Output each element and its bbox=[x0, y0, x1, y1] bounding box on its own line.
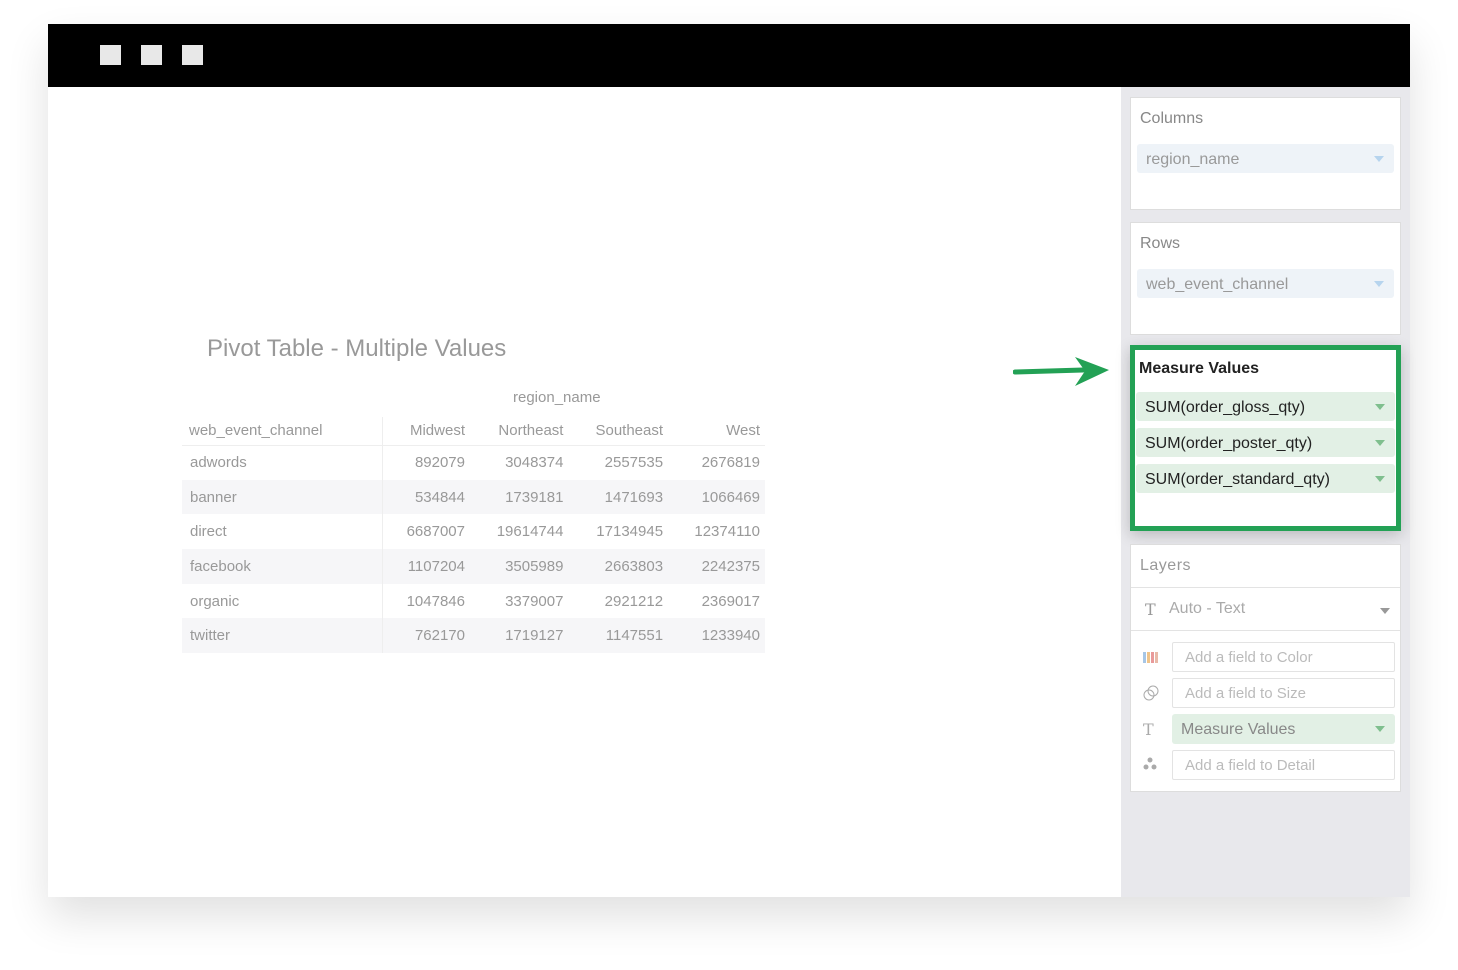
measure-pill[interactable]: SUM(order_poster_qty) bbox=[1136, 428, 1395, 457]
row-label: adwords bbox=[182, 445, 383, 480]
table-cell: 1739181 bbox=[470, 479, 569, 515]
table-cell: 2369017 bbox=[701, 592, 760, 610]
size-field-input[interactable]: Add a field to Size bbox=[1172, 678, 1395, 708]
table-cell: 2242375 bbox=[668, 549, 765, 584]
measure-pill[interactable]: SUM(order_standard_qty) bbox=[1136, 464, 1395, 493]
table-cell: 1471693 bbox=[568, 479, 669, 515]
table-cell: 1066469 bbox=[668, 479, 765, 515]
columns-field-pill[interactable]: region_name bbox=[1137, 144, 1394, 173]
table-cell: 1719127 bbox=[470, 618, 569, 654]
table-row: adwords 892079 3048374 2557535 2676819 bbox=[182, 445, 765, 480]
column-header: Midwest bbox=[382, 417, 470, 446]
layers-label: Layers bbox=[1140, 557, 1192, 574]
rows-field-pill[interactable]: web_event_channel bbox=[1137, 269, 1394, 298]
table-cell: 17134945 bbox=[596, 523, 664, 541]
table-cell: 1107204 bbox=[382, 549, 470, 584]
title-bar bbox=[48, 24, 1410, 87]
field-name: SUM(order_poster_qty) bbox=[1145, 435, 1313, 452]
rows-label: Rows bbox=[1140, 235, 1181, 252]
table-cell: 12374110 bbox=[694, 523, 760, 541]
mark-type-value: Auto - Text bbox=[1169, 600, 1246, 617]
table-cell: 1233940 bbox=[668, 618, 765, 654]
table-cell: 892079 bbox=[414, 454, 465, 472]
detail-icon bbox=[1143, 757, 1158, 776]
chevron-down-icon[interactable] bbox=[1375, 440, 1385, 446]
detail-field-input[interactable]: Add a field to Detail bbox=[1172, 750, 1395, 780]
table-cell: 1047846 bbox=[406, 592, 465, 610]
table-row: twitter 762170 1719127 1147551 1233940 bbox=[182, 618, 765, 654]
table-cell: 534844 bbox=[382, 479, 470, 515]
config-sidebar: Columns region_name Rows web_event_chann… bbox=[1121, 87, 1410, 897]
column-header: Southeast bbox=[568, 417, 669, 446]
table-cell: 2921212 bbox=[604, 592, 664, 610]
layers-panel: Layers T Auto - Text Add a field to Colo… bbox=[1130, 544, 1401, 792]
chevron-down-icon[interactable] bbox=[1380, 608, 1390, 614]
table-cell: 3505989 bbox=[470, 549, 569, 584]
table-cell: 3379007 bbox=[505, 592, 564, 610]
chart-canvas: Pivot Table - Multiple Values region_nam… bbox=[48, 87, 1121, 897]
color-icon bbox=[1143, 650, 1158, 668]
table-cell: 19614744 bbox=[496, 523, 564, 541]
text-field-pill[interactable]: Measure Values bbox=[1172, 714, 1395, 744]
field-name: region_name bbox=[1146, 151, 1240, 168]
table-cell: 2676819 bbox=[701, 454, 760, 472]
row-label: twitter bbox=[182, 618, 383, 654]
text-mark-icon: T bbox=[1145, 600, 1156, 619]
column-header: West bbox=[668, 417, 765, 446]
table-cell: 2663803 bbox=[568, 549, 669, 584]
table-row: organic 1047846 3379007 2921212 2369017 bbox=[182, 583, 765, 619]
table-row: banner 534844 1739181 1471693 1066469 bbox=[182, 479, 765, 515]
measure-values-label: Measure Values bbox=[1139, 360, 1260, 377]
measure-pill[interactable]: SUM(order_gloss_qty) bbox=[1136, 392, 1395, 421]
row-field-header: web_event_channel bbox=[182, 417, 383, 446]
field-name: SUM(order_gloss_qty) bbox=[1145, 399, 1306, 416]
text-icon: T bbox=[1143, 720, 1154, 739]
row-label: direct bbox=[182, 514, 383, 550]
measure-values-panel: Measure Values SUM(order_gloss_qty) SUM(… bbox=[1130, 345, 1401, 531]
chevron-down-icon[interactable] bbox=[1375, 404, 1385, 410]
table-cell: 1147551 bbox=[568, 618, 669, 654]
window-control-icon[interactable] bbox=[100, 45, 121, 65]
chevron-down-icon[interactable] bbox=[1375, 726, 1385, 732]
row-label: facebook bbox=[182, 549, 383, 584]
column-field-header: region_name bbox=[513, 389, 601, 406]
window-control-icon[interactable] bbox=[182, 45, 203, 65]
row-label: organic bbox=[182, 583, 383, 619]
column-header: Northeast bbox=[470, 417, 569, 446]
columns-label: Columns bbox=[1140, 110, 1204, 127]
chevron-down-icon[interactable] bbox=[1374, 281, 1384, 287]
field-name: Measure Values bbox=[1181, 721, 1296, 738]
size-icon bbox=[1143, 685, 1159, 706]
row-label: banner bbox=[182, 479, 383, 515]
table-cell: 2557535 bbox=[604, 454, 664, 472]
color-field-input[interactable]: Add a field to Color bbox=[1172, 642, 1395, 672]
pivot-table: web_event_channel Midwest Northeast Sout… bbox=[182, 417, 765, 654]
chevron-down-icon[interactable] bbox=[1374, 156, 1384, 162]
window-control-icon[interactable] bbox=[141, 45, 162, 65]
chevron-down-icon[interactable] bbox=[1375, 476, 1385, 482]
table-cell: 3048374 bbox=[505, 454, 564, 472]
arrow-icon bbox=[1013, 357, 1109, 386]
field-name: SUM(order_standard_qty) bbox=[1145, 471, 1330, 488]
mark-type-select[interactable]: T Auto - Text bbox=[1131, 587, 1400, 631]
chart-title: Pivot Table - Multiple Values bbox=[207, 335, 507, 362]
field-name: web_event_channel bbox=[1146, 276, 1289, 293]
app-window: Pivot Table - Multiple Values region_nam… bbox=[48, 24, 1410, 897]
rows-panel: Rows web_event_channel bbox=[1130, 222, 1401, 335]
columns-panel: Columns region_name bbox=[1130, 97, 1401, 210]
table-row: direct 6687007 19614744 17134945 12374110 bbox=[182, 514, 765, 550]
table-cell: 6687007 bbox=[406, 523, 465, 541]
table-row: facebook 1107204 3505989 2663803 2242375 bbox=[182, 549, 765, 584]
table-cell: 762170 bbox=[382, 618, 470, 654]
